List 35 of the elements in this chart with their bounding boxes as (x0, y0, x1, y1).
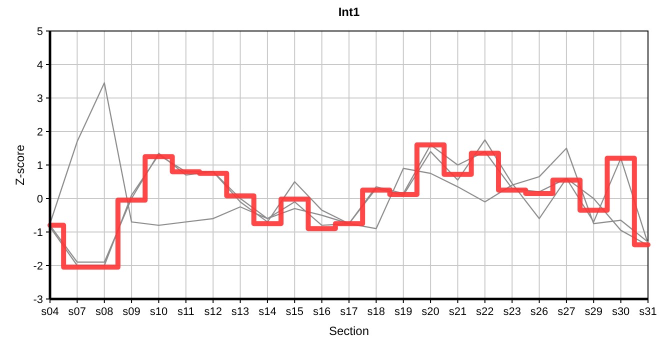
x-tick-label: s14 (258, 306, 276, 318)
x-tick-label: s30 (612, 306, 630, 318)
y-tick-label: -2 (33, 260, 43, 272)
x-tick-label: s31 (639, 306, 657, 318)
x-tick-label: s11 (177, 306, 194, 318)
x-tick-label: s08 (95, 306, 114, 318)
x-tick-label: s29 (584, 306, 603, 318)
x-tick-label: s18 (367, 306, 386, 318)
y-tick-label: 1 (36, 160, 43, 172)
x-axis-title: Section (328, 324, 370, 338)
x-tick-label: s19 (394, 306, 412, 318)
x-tick-label: s15 (286, 306, 304, 318)
x-tick-label: s21 (448, 306, 467, 318)
x-tick-label: s16 (312, 306, 331, 318)
x-tick-label: s23 (503, 306, 521, 318)
x-tick-label: s04 (41, 306, 59, 318)
chart-title: Int1 (338, 5, 360, 19)
x-tick-label: s10 (150, 306, 168, 318)
x-tick-label: s17 (340, 306, 358, 318)
x-tick-label: s12 (204, 306, 222, 318)
x-tick-label: s07 (68, 306, 86, 318)
x-tick-label: s26 (530, 306, 548, 318)
y-tick-label: 5 (36, 26, 43, 38)
y-tick-label: -1 (33, 226, 43, 239)
y-axis-title: Z-score (13, 144, 27, 186)
x-tick-label: s09 (122, 306, 140, 318)
x-tick-label: s13 (231, 306, 250, 318)
y-tick-label: 0 (36, 193, 43, 206)
y-tick-label: 2 (36, 126, 43, 138)
x-tick-label: s22 (476, 306, 494, 318)
y-tick-label: -3 (33, 294, 43, 306)
x-tick-label: s27 (558, 306, 576, 318)
y-tick-label: 4 (36, 59, 43, 72)
y-tick-label: 3 (36, 92, 43, 105)
x-tick-label: s20 (422, 306, 440, 318)
